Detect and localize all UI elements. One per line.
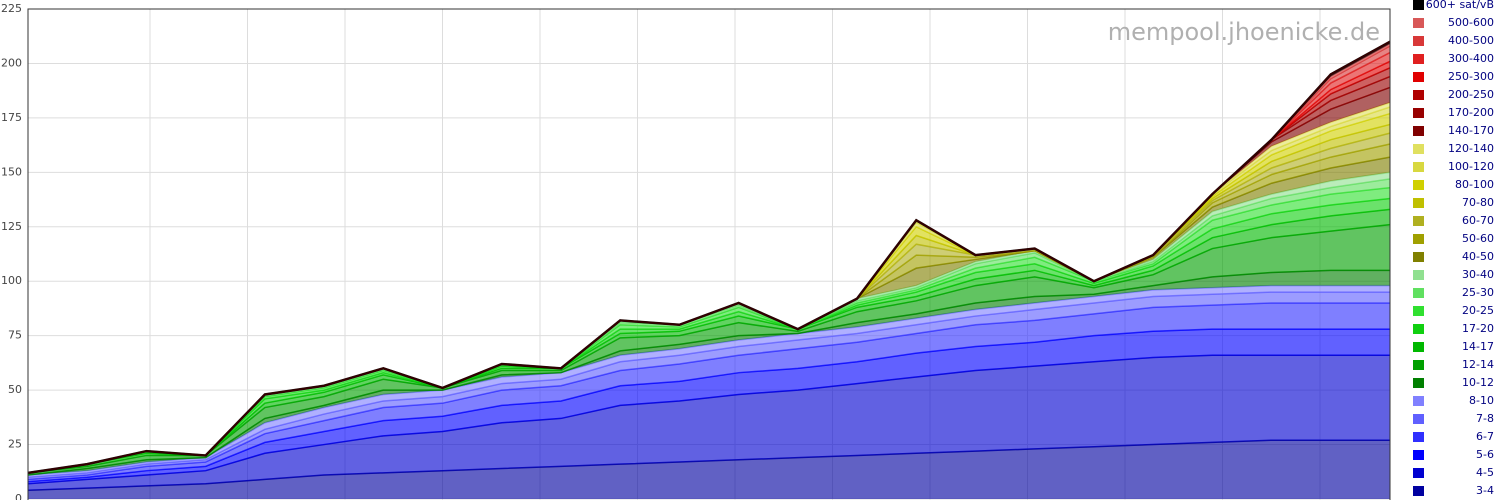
legend-swatch xyxy=(1413,108,1424,118)
y-tick-label: 200 xyxy=(1,56,22,69)
legend-swatch xyxy=(1413,414,1424,424)
legend-label: 170-200 xyxy=(1448,106,1494,119)
legend-swatch xyxy=(1413,270,1424,280)
y-tick-label: 25 xyxy=(8,438,22,451)
legend-swatch xyxy=(1413,216,1424,226)
legend-label: 12-14 xyxy=(1462,358,1494,371)
legend-label: 20-25 xyxy=(1462,304,1494,317)
legend-label: 17-20 xyxy=(1462,322,1494,335)
legend-swatch xyxy=(1413,342,1424,352)
areas xyxy=(27,40,1391,499)
total-outline xyxy=(27,40,1391,474)
legend-swatch xyxy=(1413,234,1424,244)
y-tick-label: 75 xyxy=(8,329,22,342)
y-tick-label: 125 xyxy=(1,220,22,233)
legend-label: 400-500 xyxy=(1448,34,1494,47)
legend-label: 250-300 xyxy=(1448,70,1494,83)
area xyxy=(28,198,1390,473)
area xyxy=(28,209,1390,473)
area xyxy=(28,355,1390,491)
legend-label: 25-30 xyxy=(1462,286,1494,299)
legend-swatch xyxy=(1413,450,1424,460)
legend-label: 4-5 xyxy=(1476,466,1494,479)
area-edge xyxy=(27,302,1390,481)
legend-label: 10-12 xyxy=(1462,376,1494,389)
legend-swatch xyxy=(1413,36,1424,46)
area xyxy=(28,224,1390,476)
legend-label: 100-120 xyxy=(1448,160,1494,173)
legend-swatch xyxy=(1413,396,1424,406)
legend-swatch xyxy=(1413,378,1424,388)
legend-swatch xyxy=(1413,432,1424,442)
legend-swatch xyxy=(1413,324,1424,334)
legend-label: 40-50 xyxy=(1462,250,1494,263)
watermark: mempool.jhoenicke.de xyxy=(1108,18,1380,46)
y-tick-label: 0 xyxy=(15,492,22,500)
legend-label: 7-8 xyxy=(1476,412,1494,425)
legend-swatch xyxy=(1413,288,1424,298)
area xyxy=(28,187,1390,473)
legend-label: 200-250 xyxy=(1448,88,1494,101)
legend-swatch xyxy=(1413,360,1424,370)
legend-label: 5-6 xyxy=(1476,448,1494,461)
legend-swatch xyxy=(1413,126,1424,136)
legend-swatch xyxy=(1413,18,1424,28)
legend-swatch xyxy=(1413,72,1424,82)
legend-swatch xyxy=(1413,306,1424,316)
legend-label: 140-170 xyxy=(1448,124,1494,137)
legend-label: 50-60 xyxy=(1462,232,1494,245)
legend-swatch xyxy=(1413,162,1424,172)
plot-frame xyxy=(27,8,1391,504)
legend-label: 30-40 xyxy=(1462,268,1494,281)
area xyxy=(28,172,1390,473)
legend-label: 80-100 xyxy=(1455,178,1494,191)
area-edge xyxy=(27,291,1390,478)
legend-swatch xyxy=(1413,252,1424,262)
legend-swatch xyxy=(1413,144,1424,154)
legend-label: 70-80 xyxy=(1462,196,1494,209)
legend-swatch xyxy=(1413,54,1424,64)
legend-label: 6-7 xyxy=(1476,430,1494,443)
area-edge xyxy=(27,439,1390,492)
y-tick-label: 100 xyxy=(1,274,22,287)
legend-label: 500-600 xyxy=(1448,16,1494,29)
y-tick-label: 150 xyxy=(1,165,22,178)
legend-swatch xyxy=(1413,198,1424,208)
legend-label: 300-400 xyxy=(1448,52,1494,65)
y-tick-label: 225 xyxy=(1,2,22,15)
legend-label: 120-140 xyxy=(1448,142,1494,155)
legend-label: 14-17 xyxy=(1462,340,1494,353)
legend-swatch xyxy=(1413,0,1424,10)
legend-swatch xyxy=(1413,180,1424,190)
legend: 600+ sat/vB 500-600 400-500 300-400 250-300 2… xyxy=(1413,0,1494,497)
area xyxy=(28,440,1390,499)
area xyxy=(28,303,1390,482)
legend-swatch xyxy=(1413,486,1424,496)
legend-label: 8-10 xyxy=(1469,394,1494,407)
area xyxy=(28,329,1390,484)
area xyxy=(28,178,1390,473)
legend-label: 60-70 xyxy=(1462,214,1494,227)
y-tick-label: 50 xyxy=(8,383,22,396)
y-tick-label: 175 xyxy=(1,111,22,124)
legend-swatch xyxy=(1413,90,1424,100)
legend-label: 600+ sat/vB xyxy=(1426,0,1494,11)
legend-swatch xyxy=(1413,468,1424,478)
legend-label: 3-4 xyxy=(1476,484,1494,497)
